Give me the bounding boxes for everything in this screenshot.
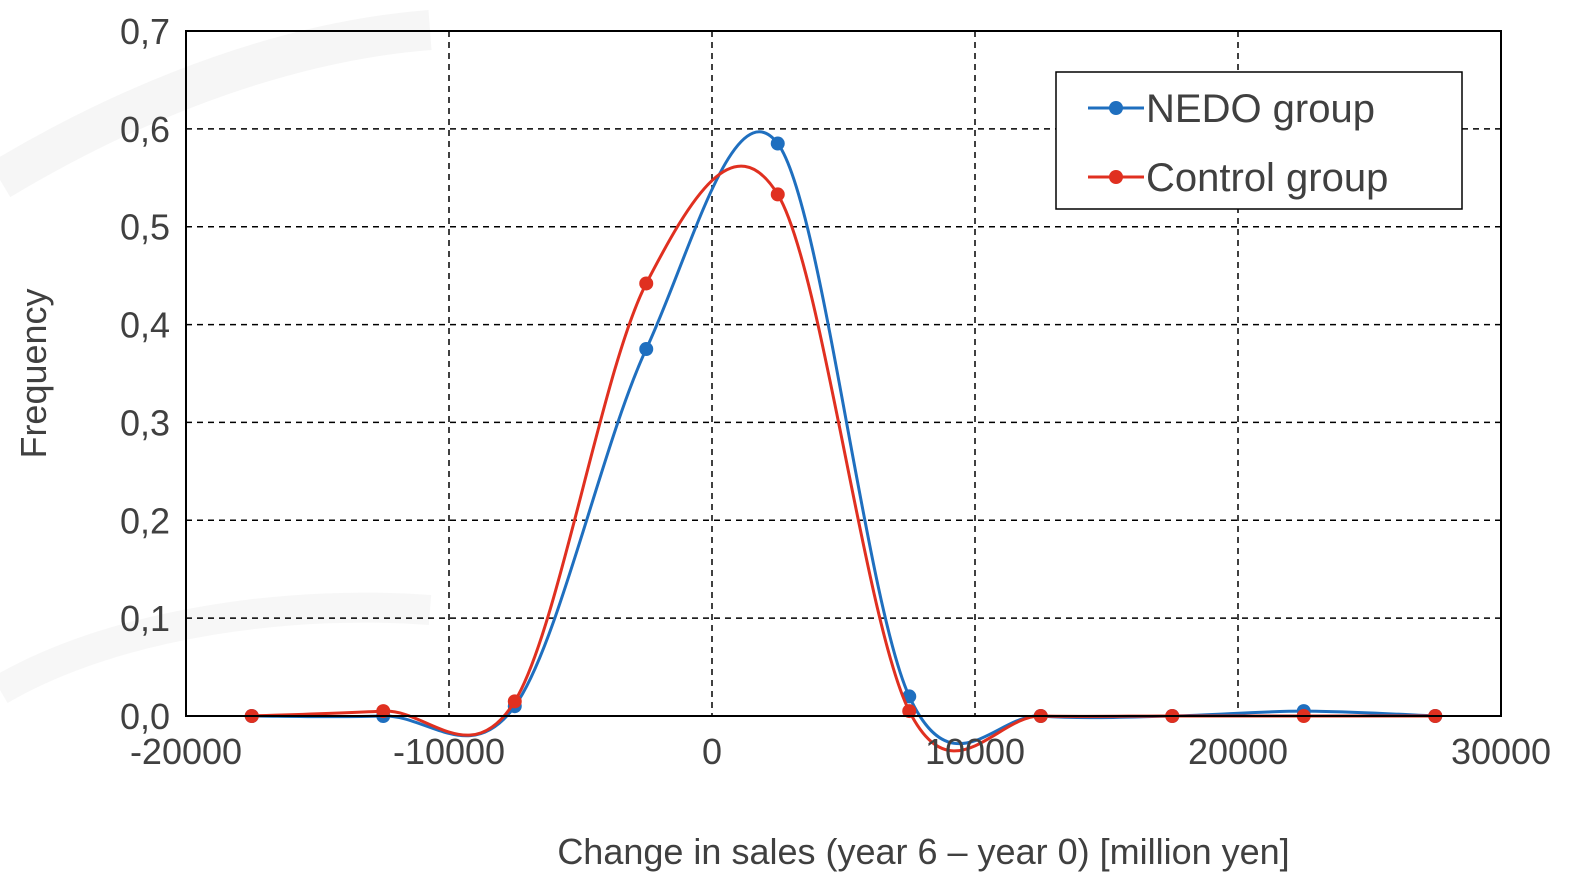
legend-box (1055, 71, 1463, 210)
legend-label: Control group (1146, 156, 1388, 200)
series-control-group (244, 164, 1443, 753)
background-watermark (0, 10, 432, 703)
data-point (376, 704, 391, 719)
x-axis-title: Change in sales (year 6 – year 0) [milli… (557, 831, 1289, 872)
legend-label: NEDO group (1146, 87, 1375, 131)
data-point (639, 342, 654, 357)
data-point (770, 136, 785, 151)
series-nedo-group (244, 130, 1443, 746)
y-axis: 0,0 0,1 0,2 0,3 0,4 0,5 0,6 0,7 (120, 11, 170, 737)
data-point (639, 276, 654, 291)
x-tick-label: -20000 (130, 731, 242, 772)
data-point (507, 694, 522, 709)
y-axis-title: Frequency (13, 288, 54, 458)
legend-item: NEDO group (1088, 87, 1375, 131)
legend-item: Control group (1088, 156, 1388, 200)
y-tick-label: 0,5 (120, 207, 170, 248)
series-layer (244, 130, 1443, 753)
y-tick-label: 0,4 (120, 305, 170, 346)
legend-marker (1109, 101, 1123, 115)
y-tick-label: 0,3 (120, 402, 170, 443)
y-tick-label: 0,6 (120, 109, 170, 150)
x-tick-label: 10000 (925, 731, 1025, 772)
y-tick-label: 0,7 (120, 11, 170, 52)
series-line (251, 130, 1436, 746)
series-line (251, 164, 1436, 753)
x-tick-label: 30000 (1451, 731, 1551, 772)
legend-marker (1109, 170, 1123, 184)
y-tick-label: 0,1 (120, 598, 170, 639)
data-point (770, 187, 785, 202)
y-tick-label: 0,2 (120, 500, 170, 541)
legend: NEDO group Control group (1055, 71, 1463, 210)
x-tick-label: 0 (702, 731, 722, 772)
plot-area-border (185, 30, 1502, 717)
data-point (902, 704, 917, 719)
x-tick-label: -10000 (393, 731, 505, 772)
x-axis: -20000 -10000 0 10000 20000 30000 (130, 731, 1551, 772)
y-tick-label: 0,0 (120, 696, 170, 737)
x-tick-label: 20000 (1188, 731, 1288, 772)
